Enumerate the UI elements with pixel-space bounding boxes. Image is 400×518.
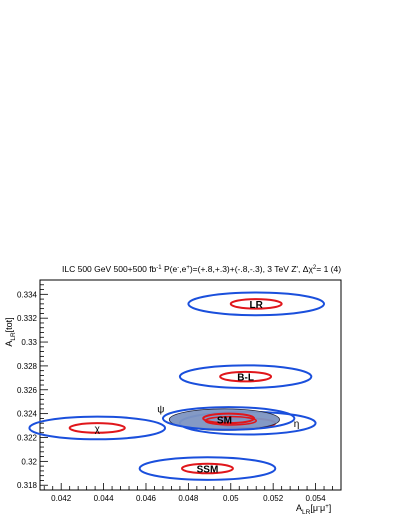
chi-inner-ellipse — [68, 422, 126, 434]
y-tick-label: 0.324 — [17, 410, 38, 419]
psi-outer-ellipse — [161, 406, 296, 431]
ssm-outer-ellipse — [138, 456, 277, 481]
y-tick-label: 0.328 — [17, 362, 38, 371]
y-tick-label: 0.334 — [17, 290, 38, 299]
sm-label: SM — [217, 416, 232, 427]
x-tick-label: 0.042 — [51, 494, 72, 503]
model-label: B-L — [237, 373, 254, 384]
lr-inner-ellipse — [229, 298, 283, 310]
y-tick-label: 0.326 — [17, 386, 38, 395]
lr-outer-ellipse — [187, 291, 326, 317]
x-tick-label: 0.052 — [263, 494, 284, 503]
y-tick-label: 0.318 — [17, 481, 38, 490]
x-tick-label: 0.048 — [178, 494, 199, 503]
y-tick-label: 0.332 — [17, 314, 38, 323]
ssm-inner-ellipse — [181, 462, 234, 475]
sm-inner-ellipse — [204, 415, 258, 426]
x-axis-label: ALR[μ-μ+] — [296, 503, 331, 516]
model-label: SSM — [197, 465, 219, 476]
y-axis-label: ALR[tot] — [4, 317, 17, 346]
axis-tick-labels: 0.042 0.044 0.046 0.048 0.05 0.052 0.054 0.318 0… — [17, 290, 326, 503]
chart-model-labels: LR B-L χ SSM SM ψ η — [95, 300, 300, 476]
psi-label: ψ — [157, 404, 164, 415]
chart-title: ILC 500 GeV 500+500 fb-1 P(e-,e+)=(+.8,+… — [62, 264, 341, 274]
axis-ticks — [40, 284, 342, 491]
x-tick-label: 0.046 — [136, 494, 157, 503]
y-tick-label: 0.322 — [17, 434, 38, 443]
y-tick-label: 0.32 — [21, 457, 37, 466]
chart-marks — [28, 291, 326, 481]
chi-outer-ellipse — [28, 415, 167, 441]
model-label: χ — [95, 424, 101, 435]
x-tick-label: 0.044 — [94, 494, 115, 503]
x-tick-label: 0.05 — [223, 494, 239, 503]
eta-label: η — [294, 419, 300, 430]
y-tick-label: 0.33 — [21, 338, 37, 347]
b-l-inner-ellipse — [219, 370, 273, 383]
b-l-outer-ellipse — [178, 364, 313, 389]
model-label: LR — [250, 300, 264, 311]
x-tick-label: 0.054 — [306, 494, 327, 503]
